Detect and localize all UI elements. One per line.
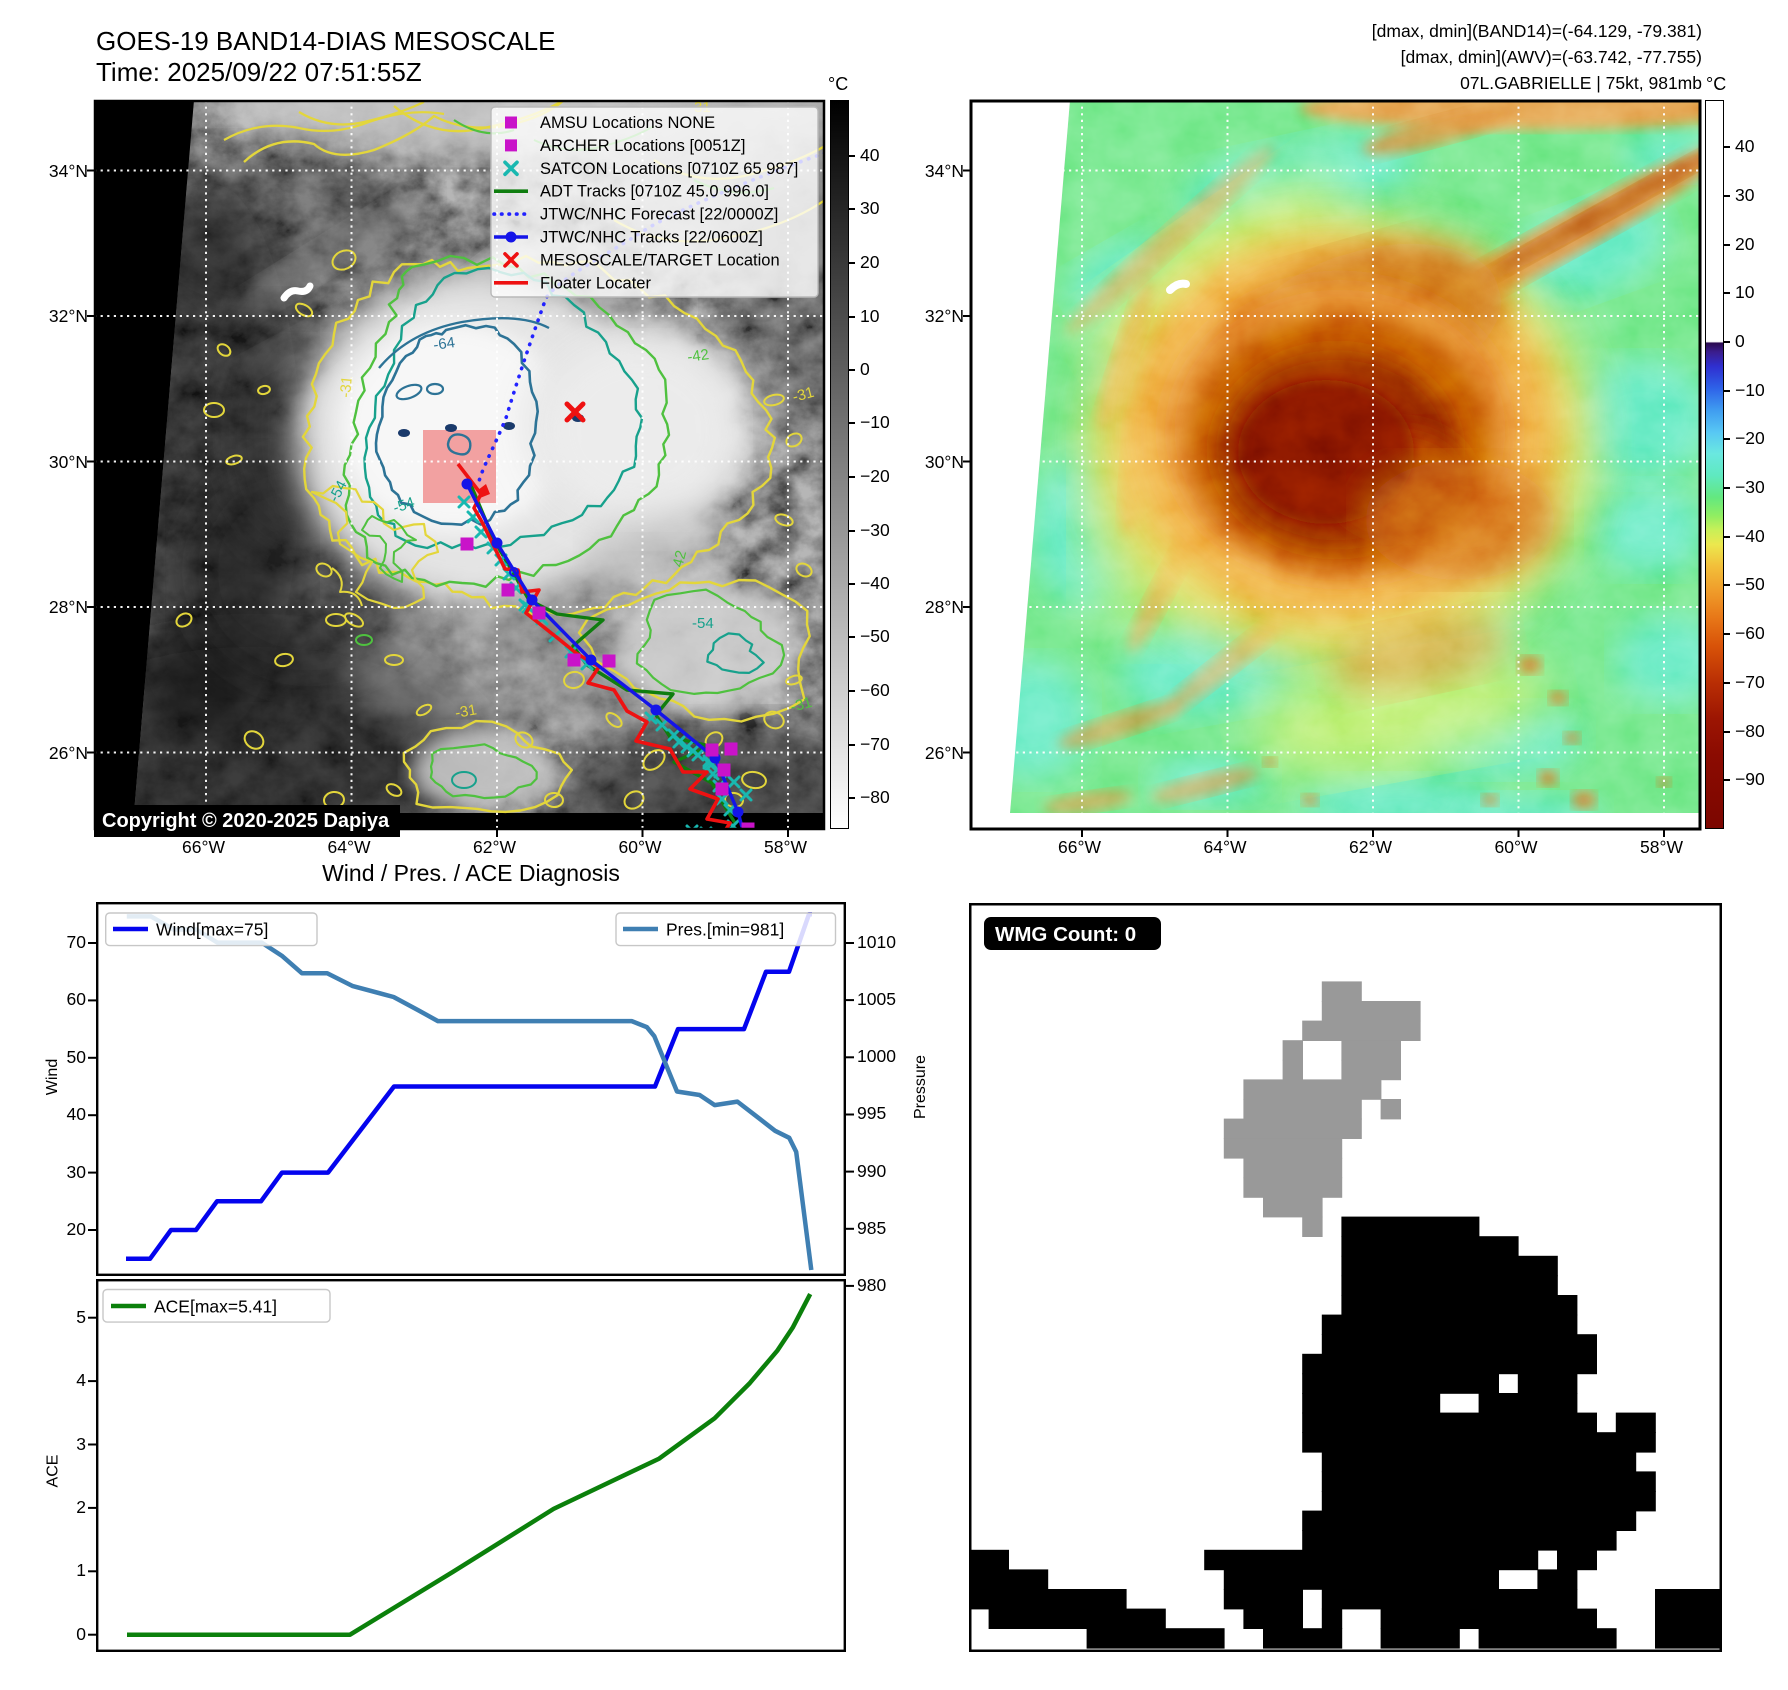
svg-text:ACE[max=5.41]: ACE[max=5.41] [154, 1297, 277, 1317]
svg-text:-31: -31 [789, 694, 814, 716]
svg-text:Wind[max=75]: Wind[max=75] [156, 920, 268, 940]
svg-text:Floater Locater: Floater Locater [540, 274, 651, 292]
svg-text:ARCHER Locations [0051Z]: ARCHER Locations [0051Z] [540, 137, 745, 155]
svg-text:SATCON Locations [0710Z 65 987: SATCON Locations [0710Z 65 987] [540, 160, 798, 178]
svg-text:-31: -31 [337, 375, 356, 398]
svg-text:Pres.[min=981]: Pres.[min=981] [666, 920, 784, 940]
svg-text:JTWC/NHC Forecast [22/0000Z]: JTWC/NHC Forecast [22/0000Z] [540, 206, 778, 224]
svg-text:-54: -54 [692, 615, 714, 632]
svg-text:JTWC/NHC Tracks [22/0600Z]: JTWC/NHC Tracks [22/0600Z] [540, 229, 763, 247]
svg-text:WMG Count: 0: WMG Count: 0 [995, 923, 1136, 946]
svg-text:AMSU Locations NONE: AMSU Locations NONE [540, 114, 715, 132]
svg-text:-54: -54 [391, 494, 417, 517]
svg-text:42: 42 [669, 549, 690, 570]
svg-text:ADT Tracks [0710Z 45.0 996.0]: ADT Tracks [0710Z 45.0 996.0] [540, 183, 769, 201]
svg-text:-31: -31 [454, 701, 478, 722]
svg-text:-31: -31 [791, 384, 816, 406]
svg-text:-42: -42 [686, 346, 710, 366]
svg-text:-64: -64 [432, 334, 456, 354]
svg-text:MESOSCALE/TARGET Location: MESOSCALE/TARGET Location [540, 251, 780, 269]
